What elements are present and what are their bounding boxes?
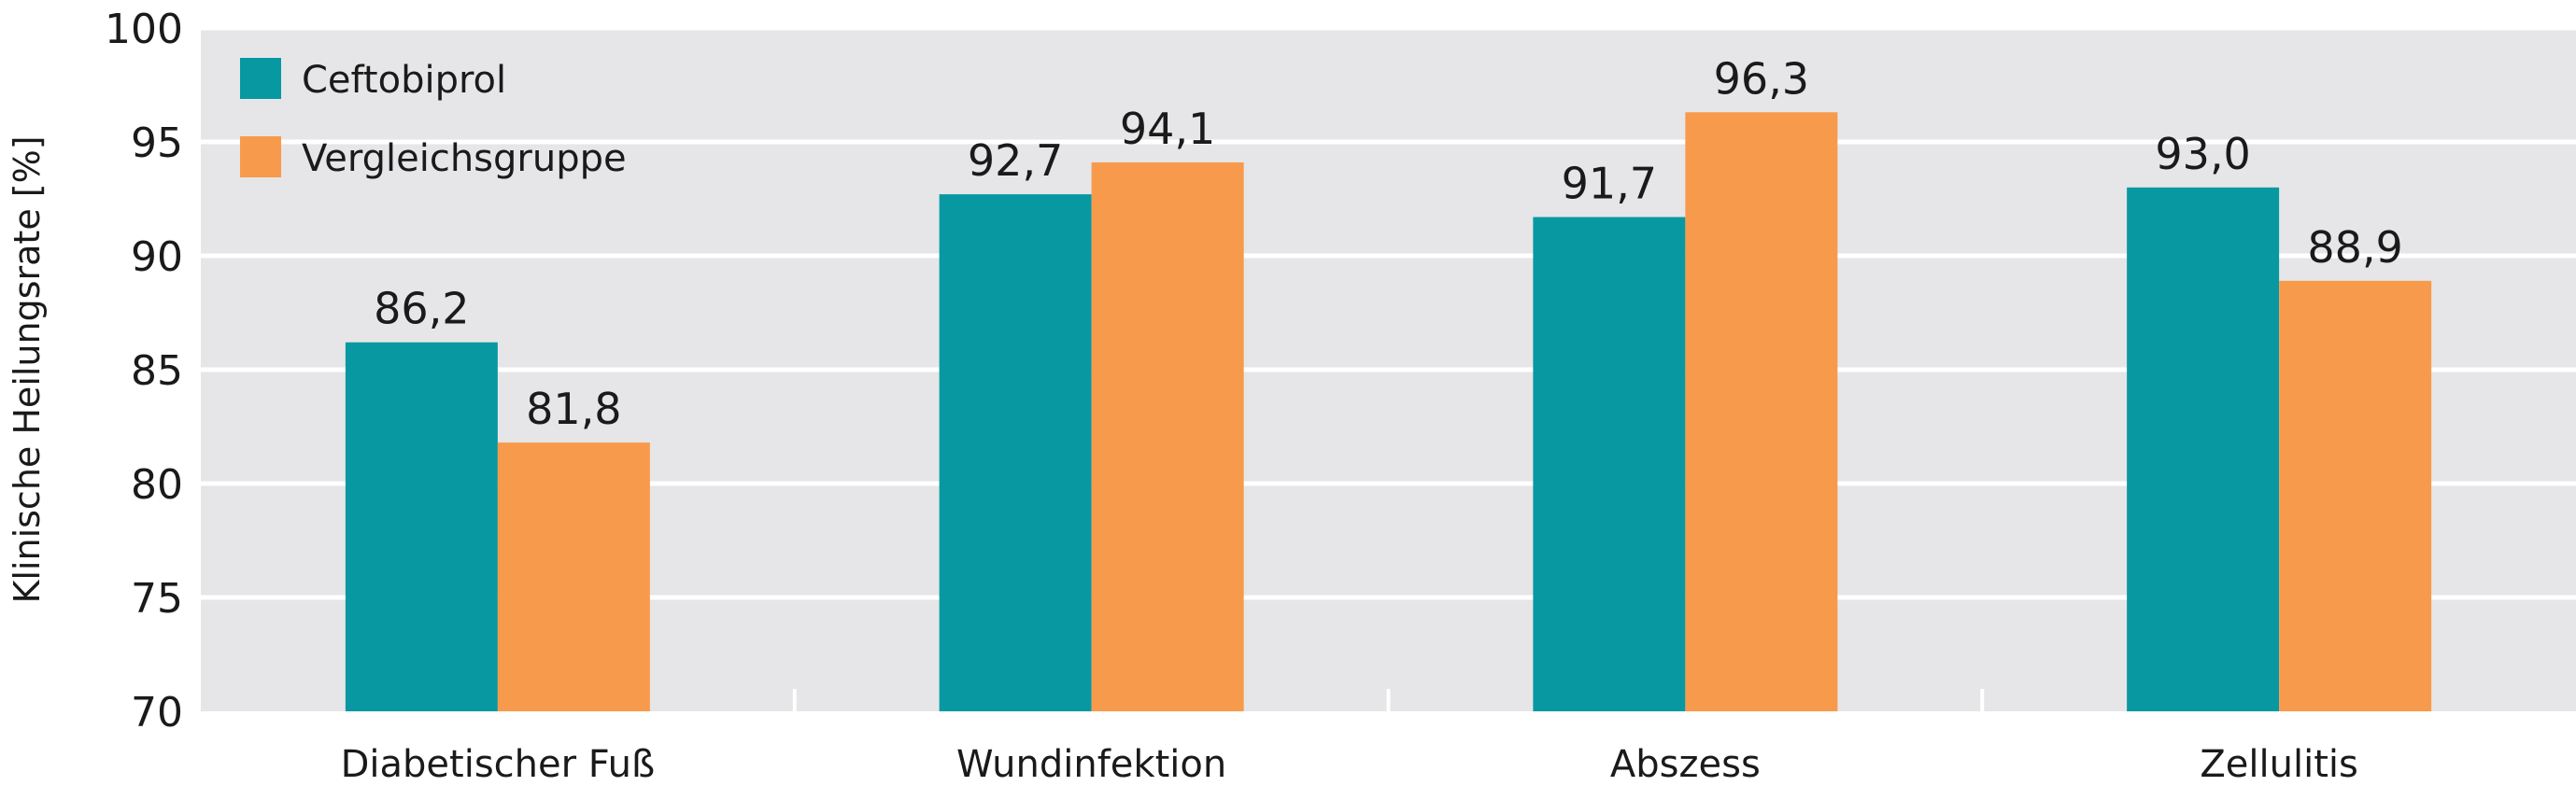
value-labels: 86,2 81,8 92,7 94,1 91,7 96,3 93,0 88,9 (374, 53, 2403, 434)
value-label-vergleichsgruppe-abszess: 96,3 (1714, 53, 1809, 104)
y-tick-label: 100 (105, 6, 183, 53)
x-tick-label-zellulitis: Zellulitis (2200, 743, 2357, 786)
value-label-ceftobiprol-zellulitis: 93,0 (2155, 129, 2250, 179)
bar-vergleichsgruppe-abszess (1685, 112, 1838, 711)
y-axis-label: Klinische Heilungsrate [%] (7, 135, 48, 603)
bar-ceftobiprol-zellulitis (2127, 187, 2280, 712)
bar-vergleichsgruppe-zellulitis (2279, 280, 2432, 711)
bar-ceftobiprol-wundinfektion (939, 194, 1092, 711)
y-tick-label: 75 (131, 575, 183, 623)
legend-label-vergleichsgruppe: Vergleichsgruppe (302, 137, 627, 180)
value-label-ceftobiprol-wundinfektion: 92,7 (968, 135, 1063, 186)
value-label-vergleichsgruppe-zellulitis: 88,9 (2307, 222, 2402, 273)
bar-vergleichsgruppe-diabetischer-fuss (497, 442, 650, 711)
value-label-vergleichsgruppe-wundinfektion: 94,1 (1120, 104, 1215, 154)
value-label-ceftobiprol-abszess: 91,7 (1562, 159, 1657, 209)
legend-label-ceftobiprol: Ceftobiprol (302, 59, 506, 102)
x-tick-label-diabetischer-fuss: Diabetischer Fuß (341, 743, 656, 786)
legend-swatch-ceftobiprol (240, 58, 281, 99)
x-tick-labels: Diabetischer Fuß Wundinfektion Abszess Zell… (341, 743, 2358, 786)
value-label-vergleichsgruppe-diabetischer-fuss: 81,8 (526, 384, 621, 434)
x-tick-label-abszess: Abszess (1610, 743, 1761, 786)
bar-ceftobiprol-diabetischer-fuss (345, 342, 498, 711)
y-tick-label: 85 (131, 347, 183, 395)
y-tick-labels: 70 75 80 85 90 95 100 (105, 6, 183, 737)
y-tick-label: 80 (131, 461, 183, 509)
legend: Ceftobiprol Vergleichsgruppe (240, 58, 627, 180)
y-tick-label: 95 (131, 119, 183, 167)
bars (345, 112, 2432, 712)
y-tick-label: 90 (131, 233, 183, 281)
x-tick-label-wundinfektion: Wundinfektion (956, 743, 1226, 786)
legend-swatch-vergleichsgruppe (240, 136, 281, 177)
category-separators (792, 689, 1985, 711)
value-label-ceftobiprol-diabetischer-fuss: 86,2 (374, 284, 469, 334)
bar-vergleichsgruppe-wundinfektion (1091, 161, 1244, 711)
bar-ceftobiprol-abszess (1533, 217, 1686, 711)
y-tick-label: 70 (131, 689, 183, 737)
